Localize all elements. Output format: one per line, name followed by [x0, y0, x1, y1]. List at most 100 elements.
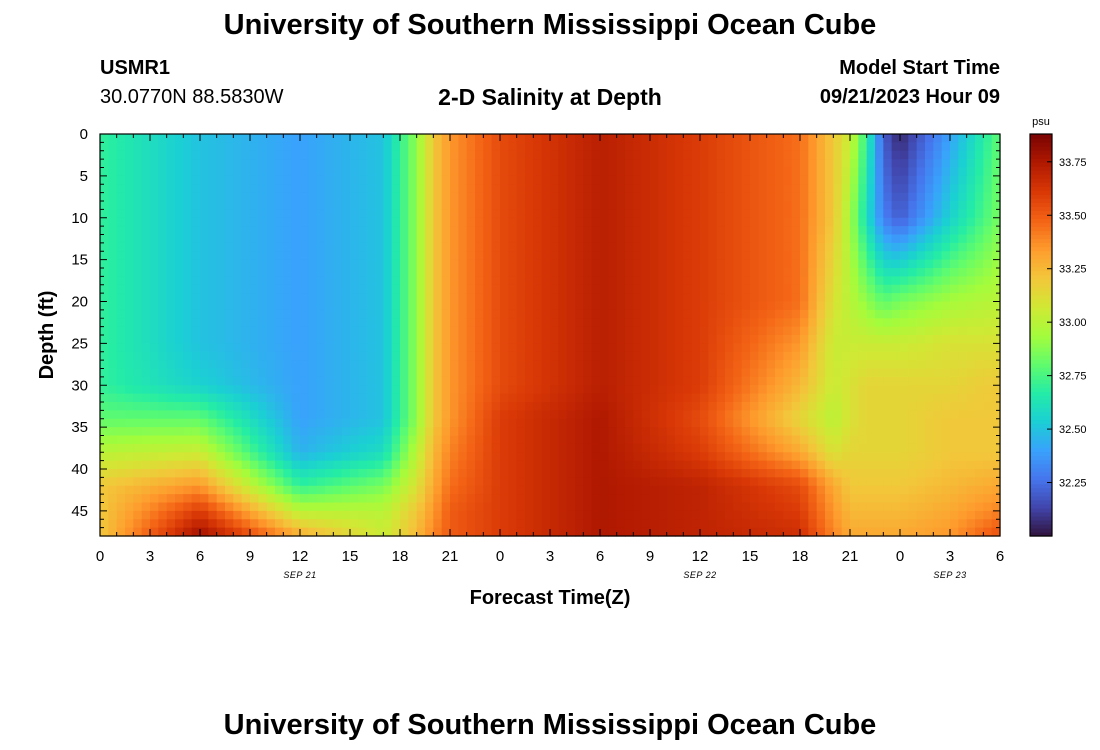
heatmap-cell — [825, 251, 834, 261]
heatmap-cell — [533, 192, 543, 202]
heatmap-cell — [191, 469, 201, 478]
heatmap-cell — [950, 343, 959, 353]
heatmap-cell — [808, 293, 818, 303]
heatmap-cell — [891, 326, 901, 336]
heatmap-cell — [958, 527, 968, 537]
heatmap-cell — [825, 142, 834, 152]
heatmap-cell — [508, 452, 518, 462]
heatmap-cell — [816, 385, 826, 395]
heatmap-cell — [575, 427, 584, 437]
heatmap-cell — [133, 393, 143, 403]
heatmap-cell — [433, 192, 443, 202]
heatmap-cell — [850, 175, 859, 185]
heatmap-cell — [508, 301, 518, 311]
heatmap-cell — [491, 460, 501, 470]
heatmap-cell — [783, 469, 793, 478]
heatmap-cell — [333, 527, 343, 537]
heatmap-cell — [616, 226, 626, 236]
heatmap-cell — [208, 175, 218, 185]
heatmap-cell — [166, 192, 176, 202]
heatmap-cell — [475, 234, 484, 244]
heatmap-cell — [375, 242, 384, 252]
heatmap-cell — [325, 242, 334, 252]
heatmap-cell — [166, 217, 176, 227]
heatmap-cell — [116, 443, 126, 453]
heatmap-cell — [366, 150, 376, 160]
heatmap-cell — [241, 201, 251, 210]
heatmap-cell — [625, 184, 634, 194]
heatmap-cell — [933, 175, 943, 185]
heatmap-cell — [858, 510, 868, 520]
heatmap-cell — [141, 477, 151, 487]
heatmap-cell — [116, 510, 126, 520]
heatmap-cell — [566, 360, 576, 370]
heatmap-cell — [683, 301, 693, 311]
heatmap-cell — [450, 268, 459, 277]
heatmap-cell — [800, 167, 809, 177]
heatmap-cell — [175, 410, 184, 420]
heatmap-cell — [650, 318, 659, 328]
heatmap-cell — [858, 469, 868, 478]
heatmap-cell — [541, 443, 551, 453]
heatmap-cell — [450, 368, 459, 378]
heatmap-cell — [708, 510, 718, 520]
heatmap-cell — [225, 427, 234, 437]
heatmap-cell — [641, 494, 651, 504]
heatmap-cell — [850, 469, 859, 478]
heatmap-cell — [466, 410, 476, 420]
heatmap-cell — [150, 351, 159, 361]
heatmap-cell — [266, 276, 276, 286]
heatmap-cell — [300, 167, 309, 177]
heatmap-cell — [425, 276, 434, 286]
heatmap-cell — [916, 284, 926, 294]
heatmap-cell — [141, 159, 151, 169]
heatmap-cell — [400, 226, 409, 236]
heatmap-cell — [358, 519, 368, 529]
heatmap-cell — [658, 510, 668, 520]
heatmap-cell — [175, 485, 184, 495]
heatmap-cell — [358, 368, 368, 378]
heatmap-cell — [391, 443, 401, 453]
heatmap-cell — [816, 477, 826, 487]
heatmap-cell — [516, 477, 526, 487]
heatmap-cell — [716, 192, 726, 202]
heatmap-cell — [241, 527, 251, 537]
heatmap-cell — [500, 477, 509, 487]
heatmap-cell — [133, 519, 143, 529]
heatmap-cell — [558, 393, 568, 403]
heatmap-cell — [100, 301, 109, 311]
heatmap-cell — [358, 301, 368, 311]
heatmap-cell — [691, 192, 701, 202]
heatmap-cell — [216, 510, 226, 520]
heatmap-cell — [433, 527, 443, 537]
heatmap-cell — [716, 268, 726, 277]
heatmap-cell — [258, 443, 268, 453]
heatmap-cell — [675, 418, 684, 428]
heatmap-cell — [150, 175, 159, 185]
heatmap-cell — [900, 175, 909, 185]
heatmap-cell — [383, 167, 393, 177]
heatmap-cell — [941, 234, 951, 244]
heatmap-cell — [941, 335, 951, 344]
heatmap-cell — [925, 335, 934, 344]
heatmap-cell — [850, 326, 859, 336]
heatmap-cell — [566, 519, 576, 529]
heatmap-cell — [791, 293, 801, 303]
heatmap-cell — [191, 142, 201, 152]
heatmap-cell — [733, 150, 743, 160]
heatmap-cell — [600, 276, 609, 286]
heatmap-cell — [725, 351, 734, 361]
heatmap-cell — [616, 217, 626, 227]
heatmap-cell — [941, 510, 951, 520]
heatmap-cell — [891, 259, 901, 269]
heatmap-cell — [691, 402, 701, 411]
heatmap-cell — [541, 460, 551, 470]
heatmap-cell — [425, 527, 434, 537]
heatmap-cell — [366, 242, 376, 252]
heatmap-cell — [791, 360, 801, 370]
heatmap-cell — [850, 150, 859, 160]
heatmap-cell — [600, 393, 609, 403]
heatmap-cell — [700, 150, 709, 160]
heatmap-cell — [725, 234, 734, 244]
heatmap-cell — [450, 309, 459, 319]
